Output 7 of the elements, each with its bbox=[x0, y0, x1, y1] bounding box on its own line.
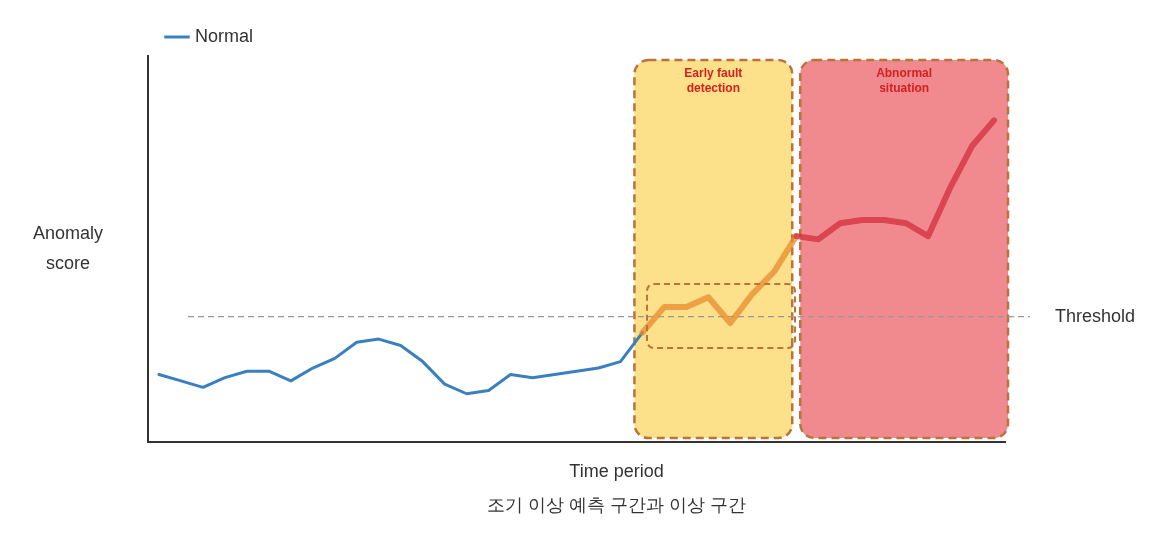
ref-line-label: Threshold bbox=[1055, 305, 1136, 326]
legend-label: Normal bbox=[195, 25, 254, 46]
x-axis-title: Time period bbox=[569, 460, 664, 481]
text: 조기 이상 예측 구간과 이상 구간 bbox=[486, 494, 747, 515]
text: Early fault detection bbox=[684, 66, 743, 96]
text: Abnormal situation bbox=[876, 66, 933, 96]
y-axis-title: Anomaly score bbox=[32, 222, 104, 273]
